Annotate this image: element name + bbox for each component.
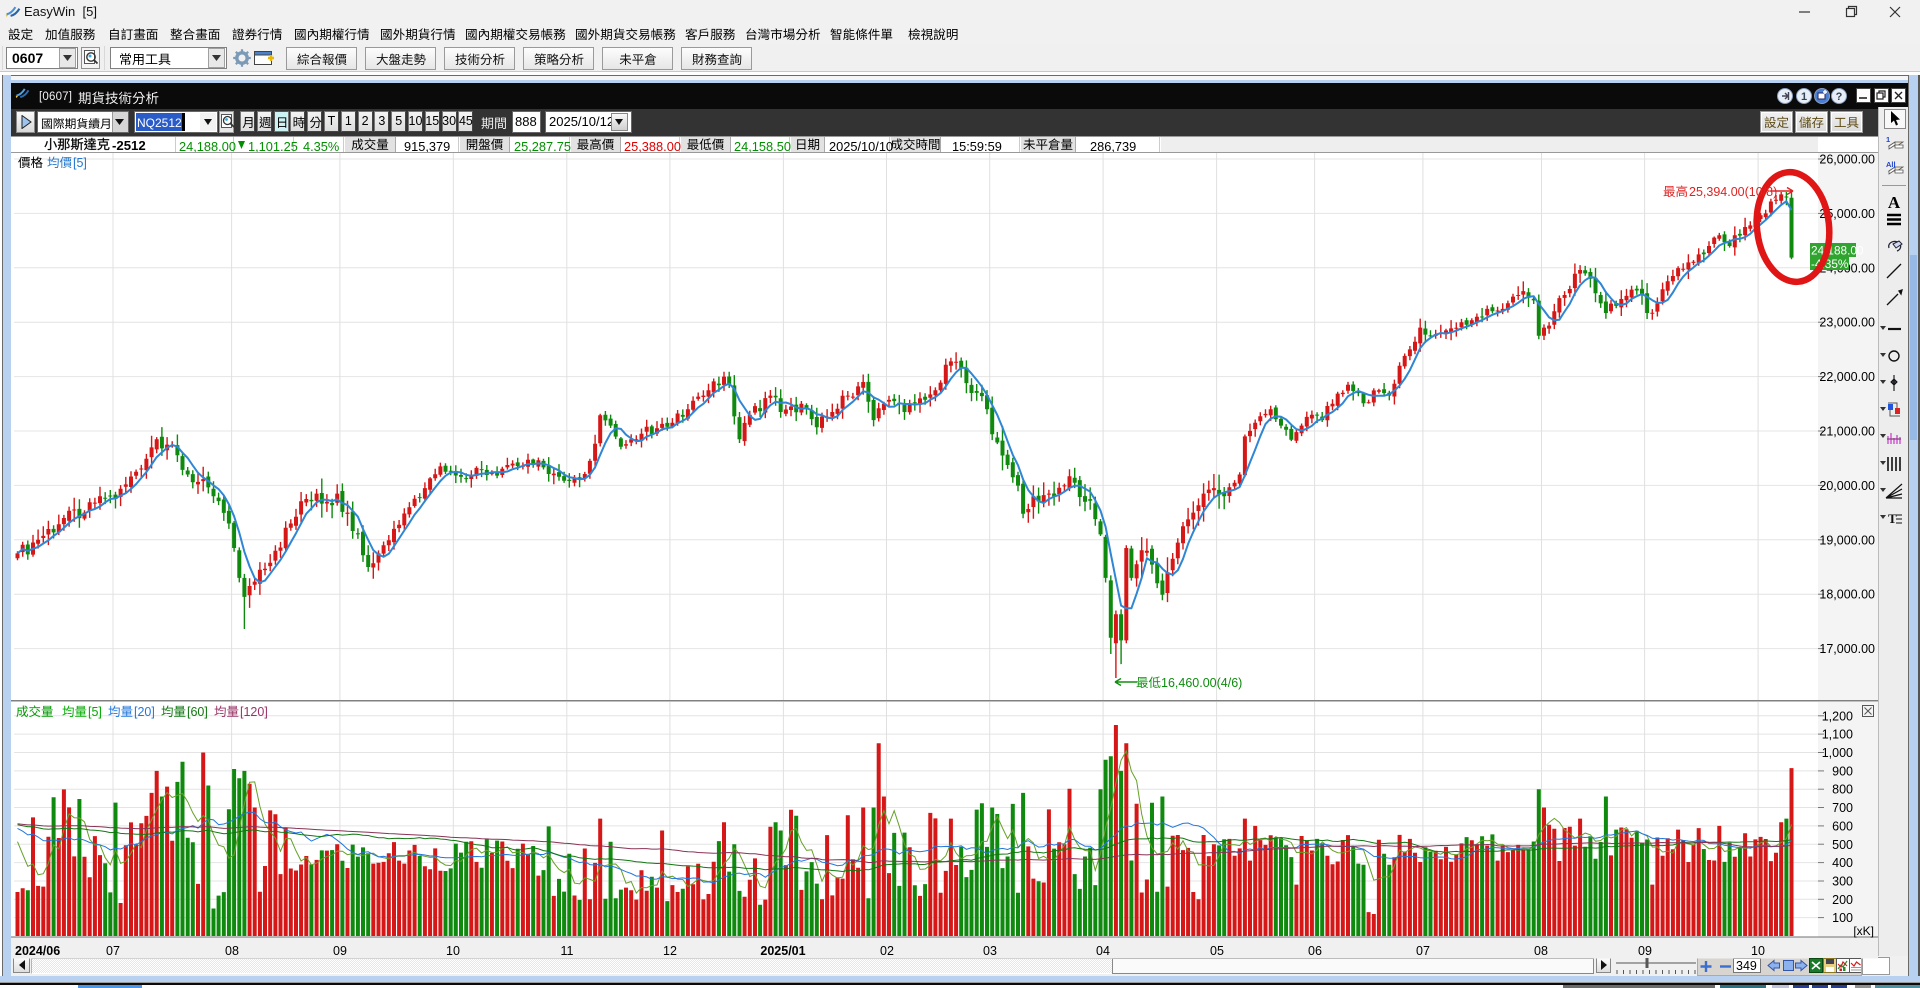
svg-text:09: 09 — [1638, 944, 1652, 958]
svg-text:07: 07 — [1416, 944, 1430, 958]
svg-text:All: All — [1886, 160, 1896, 169]
svg-text:10: 10 — [1751, 944, 1765, 958]
svg-text:1: 1 — [1886, 135, 1890, 144]
svg-text:05: 05 — [1210, 944, 1224, 958]
svg-text:2025/01: 2025/01 — [760, 944, 805, 958]
svg-text:19,000.00: 19,000.00 — [1819, 533, 1875, 547]
svg-text:T: T — [1888, 511, 1897, 526]
svg-text:26,000.00: 26,000.00 — [1819, 153, 1875, 167]
svg-text:02: 02 — [880, 944, 894, 958]
svg-text:07: 07 — [106, 944, 120, 958]
svg-text:1,000: 1,000 — [1822, 746, 1853, 760]
svg-text:1,200: 1,200 — [1822, 709, 1853, 723]
svg-text:900: 900 — [1832, 764, 1853, 778]
svg-text:1,100: 1,100 — [1822, 728, 1853, 742]
svg-text:A: A — [1888, 193, 1901, 212]
svg-text:12: 12 — [663, 944, 677, 958]
svg-text:1: 1 — [1801, 91, 1807, 103]
svg-text:10: 10 — [446, 944, 460, 958]
svg-text:18,000.00: 18,000.00 — [1819, 588, 1875, 602]
svg-text:24,188.00: 24,188.00 — [1811, 244, 1864, 258]
svg-text:25,000.00: 25,000.00 — [1819, 207, 1875, 221]
svg-text:100: 100 — [1832, 911, 1853, 925]
svg-text:600: 600 — [1832, 819, 1853, 833]
svg-text:[xK]: [xK] — [1853, 924, 1874, 938]
svg-text:23,000.00: 23,000.00 — [1819, 316, 1875, 330]
svg-text:09: 09 — [333, 944, 347, 958]
svg-text:08: 08 — [225, 944, 239, 958]
svg-text:200: 200 — [1832, 893, 1853, 907]
svg-text:08: 08 — [1534, 944, 1548, 958]
svg-text:22,000.00: 22,000.00 — [1819, 370, 1875, 384]
svg-text:700: 700 — [1832, 801, 1853, 815]
svg-text:04: 04 — [1096, 944, 1110, 958]
svg-text:11: 11 — [561, 944, 574, 958]
svg-text:400: 400 — [1832, 856, 1853, 870]
svg-text:06: 06 — [1308, 944, 1322, 958]
svg-text:20,000.00: 20,000.00 — [1819, 479, 1875, 493]
svg-text:17,000.00: 17,000.00 — [1819, 642, 1875, 656]
svg-text:500: 500 — [1832, 838, 1853, 852]
svg-text:300: 300 — [1832, 875, 1853, 889]
svg-text:21,000.00: 21,000.00 — [1819, 425, 1875, 439]
svg-text:?: ? — [1836, 91, 1843, 103]
svg-text:2024/06: 2024/06 — [15, 944, 60, 958]
svg-text:03: 03 — [983, 944, 997, 958]
svg-text:800: 800 — [1832, 783, 1853, 797]
